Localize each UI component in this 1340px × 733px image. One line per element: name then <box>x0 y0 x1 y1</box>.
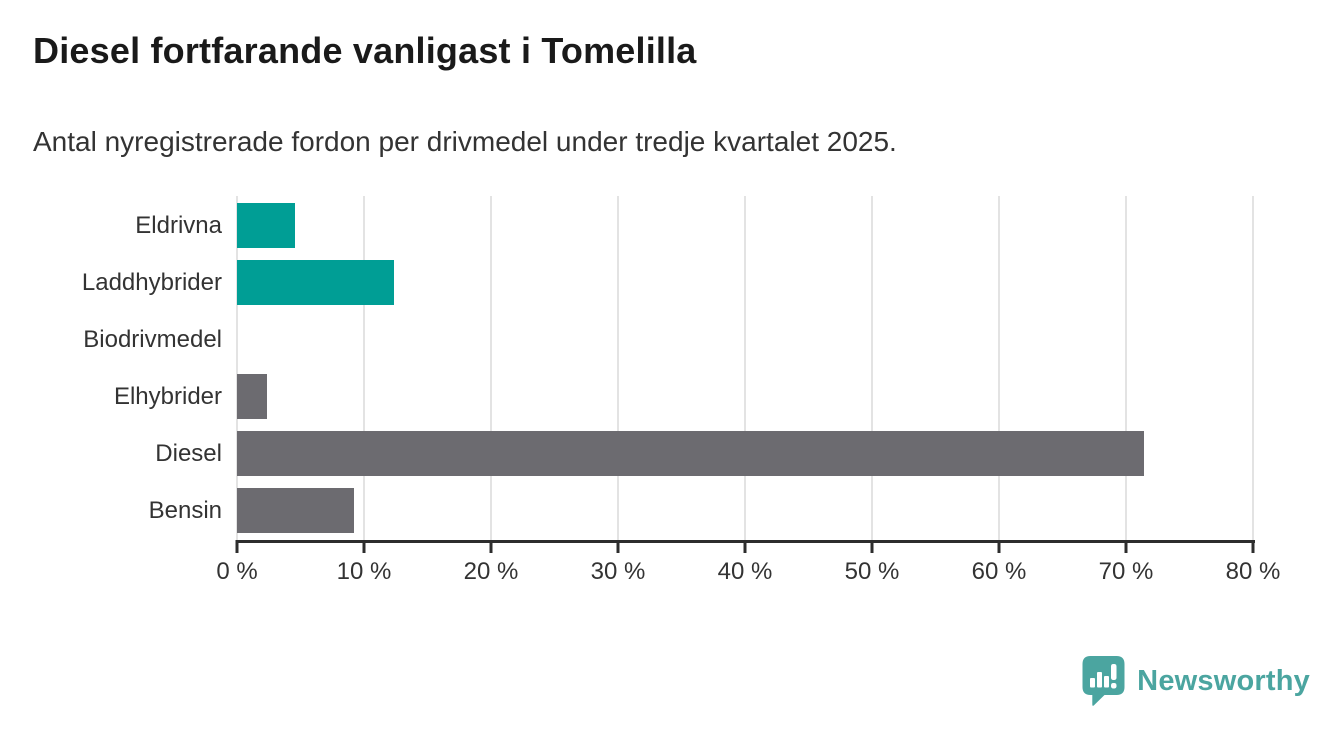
category-label-diesel: Diesel <box>155 440 222 467</box>
gridline <box>363 196 365 541</box>
category-label-elhybrider: Elhybrider <box>113 383 222 410</box>
chart-title: Diesel fortfarande vanligast i Tomelilla <box>33 30 697 71</box>
bar-laddhybrider <box>237 260 394 305</box>
gridline <box>490 196 492 541</box>
x-axis-tick-label: 20 % <box>463 558 519 585</box>
x-axis-tick <box>997 540 1001 553</box>
gridline <box>236 196 238 541</box>
category-label-biodrivmedel: Biodrivmedel <box>83 326 222 353</box>
gridline <box>744 196 746 541</box>
x-axis-tick-label: 40 % <box>717 558 773 585</box>
x-axis-tick <box>743 540 747 553</box>
gridline <box>617 196 619 541</box>
x-axis-tick-label: 10 % <box>336 558 392 585</box>
x-axis-tick <box>489 540 493 553</box>
plot-area: 0 % 10 % 20 % 30 % 40 % 50 % 60 % 70 % 80 % Eldri… <box>82 196 1280 585</box>
bar-bensin <box>237 488 354 533</box>
bar-diesel <box>237 431 1144 476</box>
category-label-laddhybrider: Laddhybrider <box>81 269 222 296</box>
gridline <box>1125 196 1127 541</box>
bar-elhybrider <box>237 374 267 419</box>
category-label-bensin: Bensin <box>148 497 222 524</box>
category-label-eldrivna: Eldrivna <box>135 212 222 239</box>
x-axis-tick-label: 50 % <box>844 558 900 585</box>
x-axis-tick-label: 80 % <box>1225 558 1281 585</box>
gridline <box>871 196 873 541</box>
x-axis-tick-label: 70 % <box>1098 558 1154 585</box>
x-axis-tick <box>235 540 239 553</box>
newsworthy-badge-icon <box>1082 656 1125 706</box>
bar-eldrivna <box>237 203 295 248</box>
x-axis-tick <box>870 540 874 553</box>
chart-subtitle: Antal nyregistrerade fordon per drivmede… <box>33 126 897 157</box>
x-axis-tick <box>1251 540 1255 553</box>
gridline <box>1252 196 1254 541</box>
x-axis-tick <box>1124 540 1128 553</box>
x-axis-tick-label: 0 % <box>216 558 258 585</box>
x-axis-tick-label: 30 % <box>590 558 646 585</box>
gridline <box>998 196 1000 541</box>
x-axis-tick <box>362 540 366 553</box>
x-axis-tick-label: 60 % <box>971 558 1027 585</box>
x-axis-tick <box>616 540 620 553</box>
newsworthy-logo-text: Newsworthy <box>1137 664 1310 697</box>
newsworthy-logo: Newsworthy <box>1081 655 1310 707</box>
